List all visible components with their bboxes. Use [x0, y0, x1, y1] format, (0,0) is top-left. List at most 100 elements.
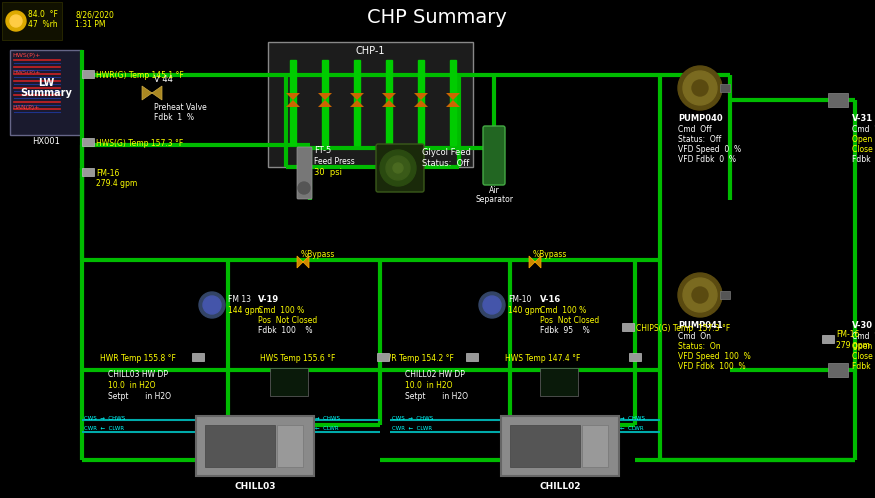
Polygon shape: [142, 86, 162, 100]
FancyBboxPatch shape: [540, 368, 578, 396]
FancyBboxPatch shape: [297, 147, 312, 199]
Text: Cmd  On: Cmd On: [678, 332, 711, 341]
Text: Status:  Off: Status: Off: [678, 135, 721, 144]
Text: V-19: V-19: [258, 295, 279, 304]
Text: Glycol Feed: Glycol Feed: [422, 148, 471, 157]
Text: Summary: Summary: [20, 88, 72, 98]
Text: PUMP040: PUMP040: [678, 114, 723, 123]
Text: Fdbk  4    %: Fdbk 4 %: [852, 155, 875, 164]
Text: Close Stat  Not Closed: Close Stat Not Closed: [852, 352, 875, 361]
FancyBboxPatch shape: [466, 353, 478, 361]
Polygon shape: [286, 100, 300, 107]
Text: FM-16: FM-16: [836, 330, 859, 339]
Text: HWS Temp 147.4 °F: HWS Temp 147.4 °F: [505, 354, 580, 363]
FancyBboxPatch shape: [483, 126, 505, 185]
FancyBboxPatch shape: [270, 368, 308, 396]
FancyBboxPatch shape: [828, 93, 848, 107]
Text: CHP-1: CHP-1: [356, 46, 385, 56]
FancyBboxPatch shape: [82, 168, 94, 176]
Circle shape: [203, 296, 221, 314]
Bar: [386, 60, 392, 145]
Circle shape: [298, 182, 310, 194]
FancyBboxPatch shape: [2, 2, 62, 40]
FancyBboxPatch shape: [822, 335, 834, 343]
Text: Cmd  100 %: Cmd 100 %: [258, 306, 304, 315]
Text: 84.0  °F: 84.0 °F: [28, 10, 58, 19]
Text: CHILL03 HW DP: CHILL03 HW DP: [108, 370, 168, 379]
FancyBboxPatch shape: [10, 50, 82, 135]
Text: HWR Temp 154.2 °F: HWR Temp 154.2 °F: [378, 354, 454, 363]
Text: HWR(G) Temp 145.1 °F: HWR(G) Temp 145.1 °F: [96, 71, 184, 80]
Circle shape: [692, 287, 708, 303]
Text: 8/26/2020: 8/26/2020: [75, 10, 114, 19]
Text: V-30: V-30: [852, 321, 873, 330]
Text: V-31: V-31: [852, 114, 873, 123]
Text: 144 gpm: 144 gpm: [228, 306, 262, 315]
Text: Cmd  ?: Cmd ?: [852, 332, 875, 341]
Text: ←  CLWR: ← CLWR: [315, 426, 339, 431]
Text: VFD Speed  100  %: VFD Speed 100 %: [678, 352, 751, 361]
Text: HWS(P)+: HWS(P)+: [12, 70, 40, 75]
Text: →  CHWS: → CHWS: [620, 416, 645, 421]
Bar: [322, 60, 328, 145]
Text: Fdbk  100    %: Fdbk 100 %: [258, 326, 312, 335]
Text: %Bypass: %Bypass: [301, 250, 335, 259]
Polygon shape: [382, 100, 396, 107]
Text: 1:31 PM: 1:31 PM: [75, 20, 106, 29]
Circle shape: [386, 156, 410, 180]
Circle shape: [683, 278, 717, 312]
Text: 47  %rh: 47 %rh: [28, 20, 58, 29]
FancyBboxPatch shape: [582, 425, 608, 467]
Polygon shape: [414, 100, 428, 107]
FancyBboxPatch shape: [82, 70, 94, 78]
Text: PUMP041: PUMP041: [678, 321, 723, 330]
Text: V-16: V-16: [540, 295, 561, 304]
Polygon shape: [318, 93, 332, 100]
Polygon shape: [382, 93, 396, 100]
Text: Cmd  Off: Cmd Off: [678, 125, 711, 134]
Text: CWS  →  CHWS: CWS → CHWS: [392, 416, 433, 421]
Text: Cmd  ?: Cmd ?: [852, 125, 875, 134]
FancyBboxPatch shape: [376, 144, 424, 192]
Text: 10.0  in H2O: 10.0 in H2O: [108, 381, 156, 390]
FancyBboxPatch shape: [377, 353, 389, 361]
Text: Status:  On: Status: On: [678, 342, 721, 351]
Text: 279 gpm: 279 gpm: [836, 341, 870, 350]
Circle shape: [380, 150, 416, 186]
Circle shape: [479, 292, 505, 318]
Text: CHILL03: CHILL03: [234, 482, 276, 491]
Text: Air: Air: [488, 186, 500, 195]
Polygon shape: [286, 93, 300, 100]
Text: LW: LW: [38, 78, 54, 88]
Circle shape: [393, 163, 403, 173]
Text: %Bypass: %Bypass: [533, 250, 567, 259]
Text: 10.0  in H2O: 10.0 in H2O: [405, 381, 452, 390]
Text: Open Stat  Opened: Open Stat Opened: [852, 342, 875, 351]
Text: ←  CLWR: ← CLWR: [620, 426, 644, 431]
Text: VFD Speed  0  %: VFD Speed 0 %: [678, 145, 741, 154]
Text: HX001: HX001: [32, 137, 60, 146]
Text: HWS(G) Temp 157.3 °F: HWS(G) Temp 157.3 °F: [96, 139, 183, 148]
Polygon shape: [414, 93, 428, 100]
Text: CHILL02 HW DP: CHILL02 HW DP: [405, 370, 465, 379]
FancyBboxPatch shape: [828, 363, 848, 377]
Circle shape: [683, 71, 717, 105]
Text: →  CHWS: → CHWS: [315, 416, 340, 421]
Text: CHIPS(G) Temp  157.3 °F: CHIPS(G) Temp 157.3 °F: [636, 324, 731, 333]
FancyBboxPatch shape: [720, 84, 730, 92]
Text: FM-10: FM-10: [508, 295, 531, 304]
Text: CWR  ←  CLWR: CWR ← CLWR: [84, 426, 124, 431]
Circle shape: [10, 15, 22, 27]
Circle shape: [678, 66, 722, 110]
Text: Fdbk  1  %: Fdbk 1 %: [154, 113, 194, 122]
Text: VFD Fdbk  0  %: VFD Fdbk 0 %: [678, 155, 736, 164]
Polygon shape: [350, 100, 364, 107]
Text: Preheat Valve: Preheat Valve: [154, 103, 206, 112]
Text: CWS  →  CHWS: CWS → CHWS: [84, 416, 125, 421]
Text: Separator: Separator: [475, 195, 513, 204]
FancyBboxPatch shape: [622, 323, 634, 331]
Text: HWS Temp 155.6 °F: HWS Temp 155.6 °F: [260, 354, 335, 363]
Text: Feed Press: Feed Press: [314, 157, 354, 166]
Text: Pos  Not Closed: Pos Not Closed: [258, 316, 318, 325]
Text: HAN(P)+: HAN(P)+: [12, 105, 39, 110]
